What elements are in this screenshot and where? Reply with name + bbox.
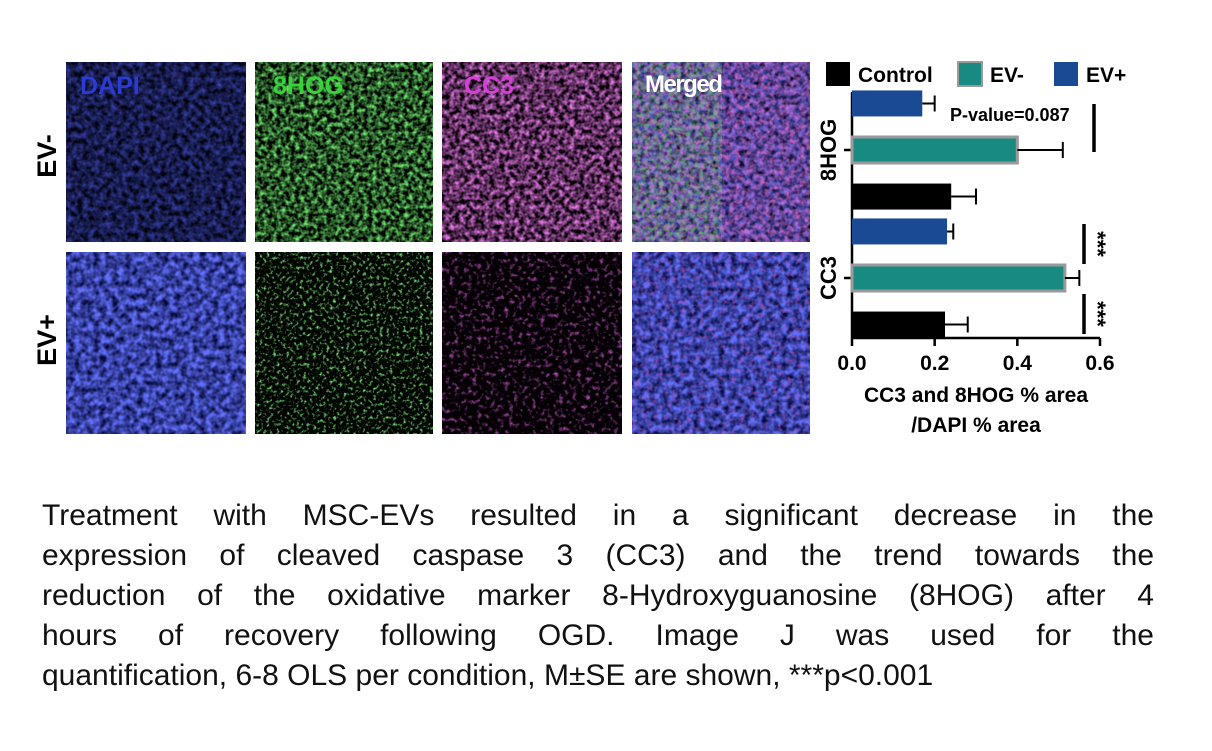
pvalue-annotation: P-value=0.087 [950,105,1070,125]
error-bar-8hog-ev [1017,142,1064,158]
image-ev-minus-cc3 [442,62,622,242]
caption-line-2: expression of cleaved caspase 3 (CC3) an… [42,539,1154,572]
row-label-ev-plus: EV+ [32,314,62,366]
bar-cc3-ev [852,218,948,245]
significance-stars-top: *** [1085,231,1110,257]
legend-swatch-control [826,62,850,86]
error-bar-cc3-ev [947,223,955,240]
image-ev-minus-merged [632,62,810,242]
row-label-ev-minus: EV- [32,134,62,178]
image-ev-minus-dapi [66,62,246,242]
microscopy-images [66,62,810,434]
caption-line-3: reduction of the oxidative marker 8-Hydr… [42,579,1154,612]
group-label-cc3: CC3 [816,256,841,300]
bar-cc3-ev [850,263,1067,293]
legend-swatch-ev-minus [957,61,983,87]
image-ev-plus-cc3 [442,252,622,434]
channel-label-dapi: DAPI [80,72,140,100]
bar-8hog-ev [850,135,1019,165]
error-bar-cc3-control [945,316,969,333]
significance-stars-bottom: *** [1085,301,1110,327]
error-bar-cc3-ev [1064,270,1081,286]
figure-caption: Treatment with MSC-EVs resulted in a sig… [42,496,1154,696]
group-label-8hog: 8HOG [816,119,841,181]
figure-panel: DAPI 8HOG CC3 Merged EV- EV+ Control EV-… [32,61,1126,437]
x-tick-label: 0.2 [920,352,949,375]
bar-8hog-control [852,183,952,210]
legend-label-control: Control [858,64,933,87]
error-bar-8hog-ev [922,95,936,112]
image-ev-plus-dapi [66,252,246,434]
x-tick-label: 0.6 [1085,352,1114,375]
x-axis-label-line2: /DAPI % area [911,414,1041,437]
x-axis-ticks: 0.0 0.2 0.4 0.6 [837,338,1115,375]
image-ev-minus-8hog [255,62,433,242]
legend-label-ev-plus: EV+ [1086,64,1126,87]
channel-label-merged: Merged [645,71,722,98]
caption-line-5: quantification, 6-8 OLS per condition, M… [42,659,934,692]
bar-8hog-ev [852,90,923,117]
legend: Control EV- EV+ [826,61,1126,87]
caption-line-1: Treatment with MSC-EVs resulted in a sig… [42,499,1154,532]
bar-chart: Control EV- EV+ 8HOG CC3 0.0 0.2 0.4 0.6 CC… [816,61,1126,437]
caption-line-4: hours of recovery following OGD. Image J… [42,619,1154,652]
x-tick-label: 0.0 [837,352,866,375]
x-tick-label: 0.4 [1003,352,1033,375]
channel-label-cc3: CC3 [464,72,514,100]
x-axis-label-line1: CC3 and 8HOG % area [864,384,1088,407]
bars [850,90,1081,338]
error-bar-8hog-control [951,188,977,205]
channel-label-8hog: 8HOG [273,72,344,100]
legend-label-ev-minus: EV- [990,64,1024,87]
legend-swatch-ev-plus [1054,62,1078,86]
image-ev-plus-8hog [255,252,433,434]
bar-cc3-control [852,311,945,338]
image-ev-plus-merged [632,252,810,434]
